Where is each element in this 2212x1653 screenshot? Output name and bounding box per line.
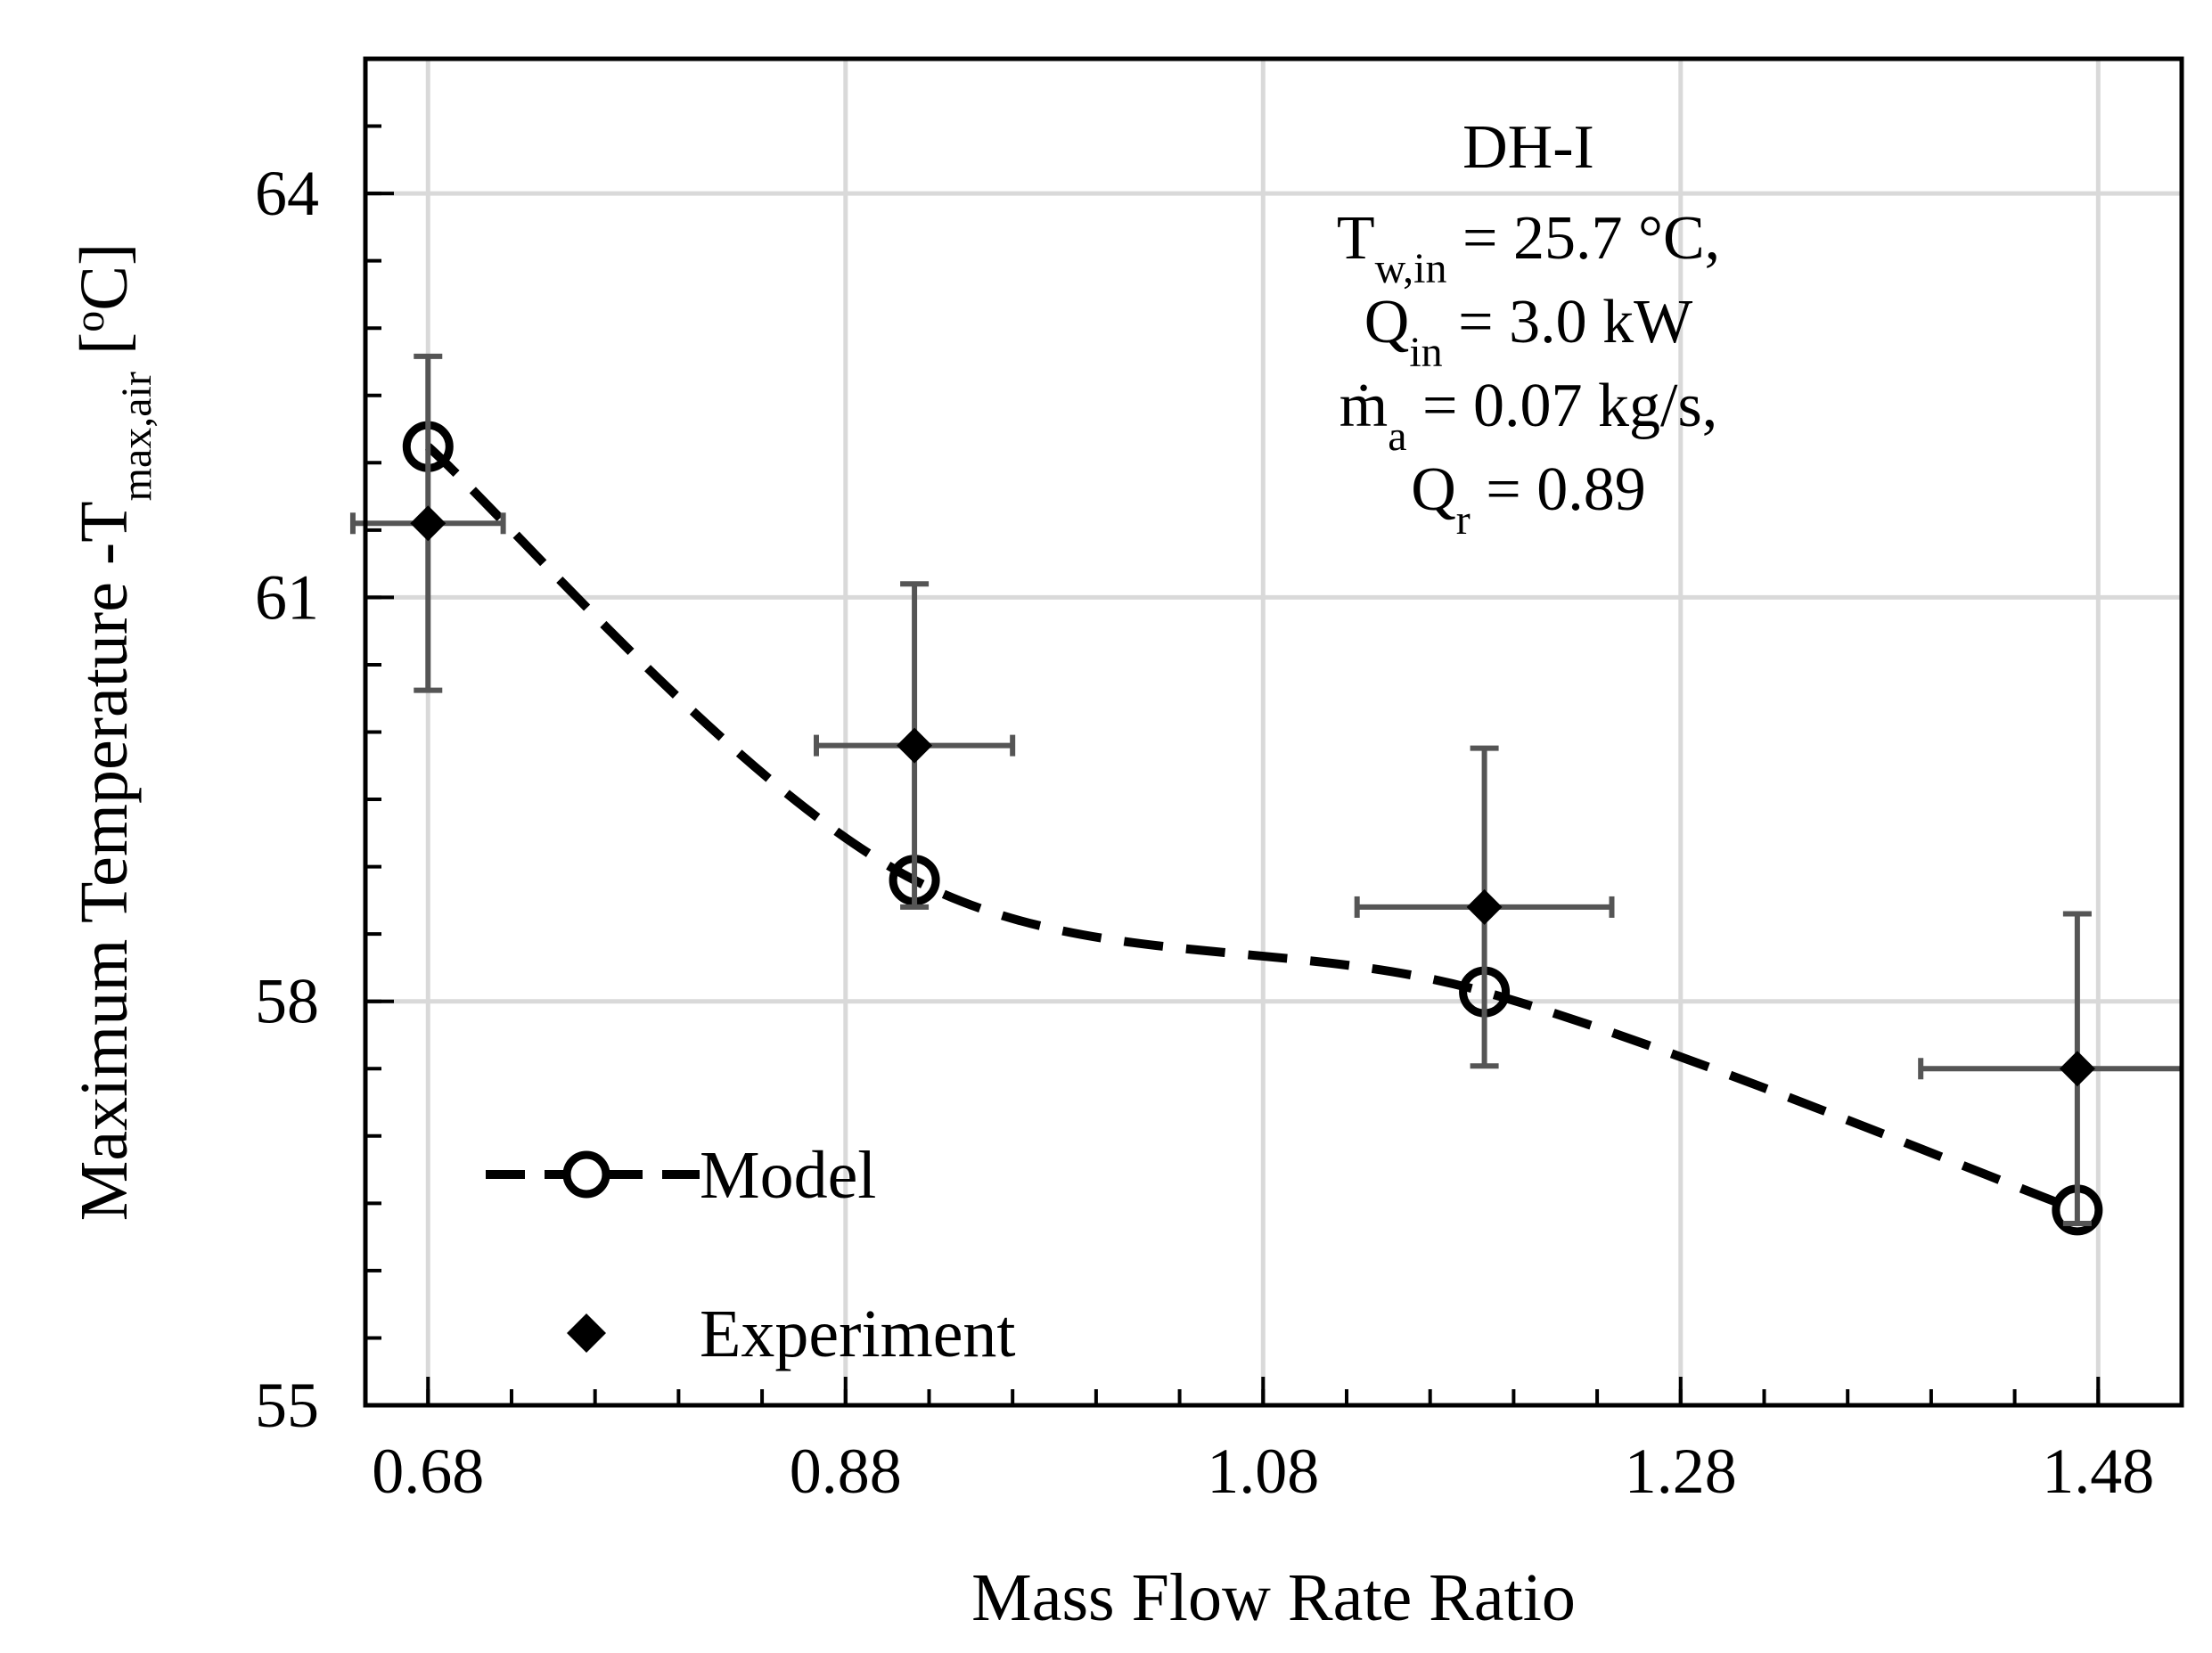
y-tick-labels: 55 58 61 64 (255, 158, 319, 1441)
experiment-point (1466, 888, 1503, 925)
x-tick-labels: 0.68 0.88 1.08 1.28 1.48 (372, 1436, 2154, 1507)
annotation-line-5: Qr = 0.89 (1411, 455, 1646, 544)
legend-model-label: Model (700, 1138, 876, 1213)
annotation-line-1: DH-I (1462, 113, 1594, 182)
legend-experiment-label: Experiment (700, 1297, 1016, 1371)
annotation-line-3-value: = 3.0 kW (1443, 288, 1693, 356)
y-axis-title-subscript: max,air (113, 372, 160, 501)
x-axis-title: Mass Flow Rate Ratio (971, 1560, 1576, 1635)
experiment-point (410, 505, 446, 542)
plot-frame (363, 56, 2184, 1408)
y-tick-label: 64 (255, 158, 319, 229)
x-tick-label: 0.88 (790, 1436, 902, 1507)
experiment-point (897, 727, 933, 764)
x-tick-label: 1.48 (2042, 1436, 2154, 1507)
annotation-line-3: Qin = 3.0 kW (1364, 288, 1692, 376)
legend-experiment-marker (567, 1313, 606, 1353)
model-curve (424, 443, 2079, 1215)
annotation-line-4: ṁa = 0.07 kg/s, (1339, 372, 1717, 460)
annotation-line-3-subscript: in (1409, 329, 1442, 376)
x-tick-label: 1.08 (1207, 1436, 1319, 1507)
annotation-box: DH-I Tw,in = 25.7 °C, Qin = 3.0 kW ṁa = … (1337, 113, 1720, 544)
y-axis-title: Maximum Temperature -Tmax,air [oC] (66, 243, 160, 1222)
y-axis-title-unit-close: C] (67, 243, 142, 311)
experiment-point (2059, 1051, 2095, 1087)
annotation-line-4-value: = 0.07 kg/s, (1407, 372, 1718, 440)
annotation-line-4-symbol: ṁ (1339, 372, 1388, 440)
legend: Model Experiment (486, 1138, 1016, 1371)
annotation-line-2-symbol: T (1337, 204, 1375, 273)
annotation-line-4-subscript: a (1388, 413, 1406, 460)
annotation-line-3-symbol: Q (1364, 288, 1410, 356)
y-tick-label: 55 (255, 1370, 319, 1441)
y-axis-title-unit-open: [ (67, 332, 142, 372)
y-tick-label: 61 (255, 561, 319, 633)
y-axis-title-unit-sup: o (66, 311, 113, 332)
experiment-series (349, 353, 2182, 1227)
x-tick-label: 0.68 (372, 1436, 484, 1507)
y-tick-label: 58 (255, 966, 319, 1037)
y-axis-title-main: Maximum Temperature -T (67, 501, 142, 1221)
annotation-line-2: Tw,in = 25.7 °C, (1337, 204, 1720, 292)
legend-model-marker (562, 1150, 610, 1199)
annotation-line-2-value: = 25.7 °C, (1446, 204, 1720, 273)
annotation-line-5-subscript: r (1456, 496, 1471, 544)
annotation-line-5-value: = 0.89 (1471, 455, 1646, 524)
x-tick-label: 1.28 (1625, 1436, 1737, 1507)
annotation-line-2-subscript: w,in (1375, 245, 1447, 292)
annotation-line-5-symbol: Q (1411, 455, 1456, 524)
